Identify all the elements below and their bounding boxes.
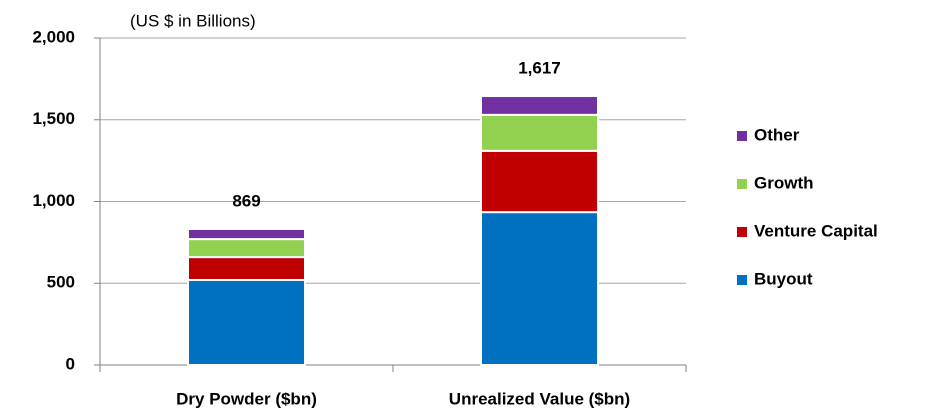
- y-tick-label: 2,000: [32, 27, 75, 46]
- bar-segment: [480, 113, 599, 152]
- x-tick-label: Unrealized Value ($bn): [449, 389, 630, 408]
- legend-swatch: [737, 131, 747, 141]
- total-label: 1,617: [518, 59, 561, 78]
- y-tick-label: 1,500: [32, 109, 75, 128]
- bar-segment: [187, 238, 306, 259]
- y-tick-label: 0: [66, 354, 75, 373]
- bar-segment: [187, 278, 306, 367]
- bar-segment: [480, 211, 599, 366]
- bar-segment: [187, 227, 306, 241]
- bar-segment: [480, 149, 599, 214]
- legend-label: Other: [754, 125, 800, 144]
- bar-segment: [187, 256, 306, 281]
- total-label: 869: [232, 191, 260, 210]
- legend-swatch: [737, 275, 747, 285]
- legend-label: Buyout: [754, 269, 813, 288]
- bar-segment: [480, 95, 599, 116]
- legend-swatch: [737, 227, 747, 237]
- chart-subtitle: (US $ in Billions): [130, 11, 256, 30]
- y-tick-label: 500: [47, 273, 75, 292]
- legend-label: Growth: [754, 173, 814, 192]
- legend-label: Venture Capital: [754, 221, 878, 240]
- x-tick-label: Dry Powder ($bn): [176, 389, 317, 408]
- y-tick-label: 1,000: [32, 191, 75, 210]
- legend-swatch: [737, 179, 747, 189]
